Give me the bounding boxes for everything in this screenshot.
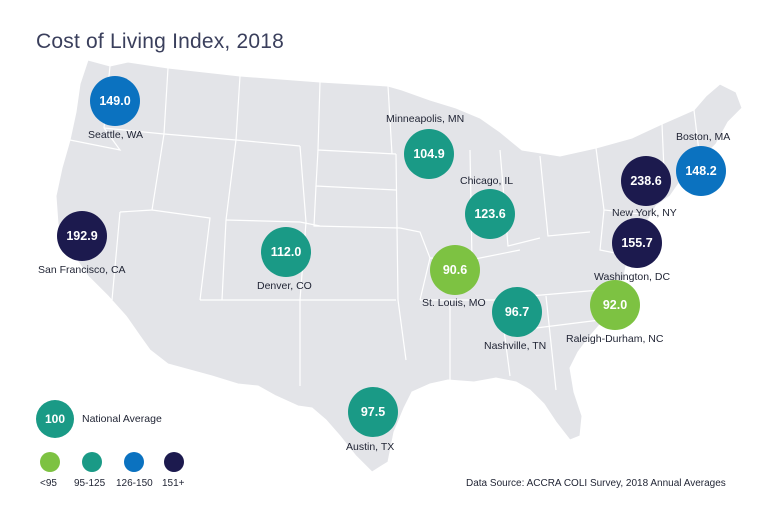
city-label-boston: Boston, MA [676,131,731,143]
city-label-seattle: Seattle, WA [88,129,144,141]
city-marker-new-york[interactable]: 238.6 [621,156,671,206]
legend-tier-high-label: 126-150 [116,478,153,489]
city-label-nashville: Nashville, TN [484,340,547,352]
city-label-denver: Denver, CO [257,280,312,292]
legend-tier-mid-label: 95-125 [74,478,106,489]
city-marker-seattle[interactable]: 149.0 [90,76,140,126]
legend-tier-top-swatch [164,452,184,472]
city-label-minneapolis: Minneapolis, MN [386,113,465,125]
city-label-st-louis: St. Louis, MO [422,297,486,309]
legend-national-average-marker: 100 [36,400,74,438]
city-label-raleigh-durham: Raleigh-Durham, NC [566,333,664,345]
city-marker-denver[interactable]: 112.0 [261,227,311,277]
legend-tier-mid-swatch [82,452,102,472]
city-marker-st-louis[interactable]: 90.6 [430,245,480,295]
city-marker-nashville[interactable]: 96.7 [492,287,542,337]
city-marker-washington[interactable]: 155.7 [612,218,662,268]
legend-tier-low-swatch [40,452,60,472]
city-label-austin: Austin, TX [346,441,395,453]
city-label-new-york: New York, NY [612,207,677,219]
legend-tier-low-label: <95 [40,478,57,489]
legend-tier-high-swatch [124,452,144,472]
us-land [55,59,743,473]
legend-national-average-label: National Average [82,413,162,425]
legend-tier-top-label: 151+ [162,478,185,489]
data-source-note: Data Source: ACCRA COLI Survey, 2018 Ann… [466,478,726,489]
city-marker-chicago[interactable]: 123.6 [465,189,515,239]
city-marker-minneapolis[interactable]: 104.9 [404,129,454,179]
city-marker-boston[interactable]: 148.2 [676,146,726,196]
city-label-chicago: Chicago, IL [460,175,514,187]
city-marker-san-francisco[interactable]: 192.9 [57,211,107,261]
city-label-san-francisco: San Francisco, CA [38,264,126,276]
map-title: Cost of Living Index, 2018 [36,30,285,53]
city-marker-austin[interactable]: 97.5 [348,387,398,437]
city-marker-raleigh-durham[interactable]: 92.0 [590,280,640,330]
